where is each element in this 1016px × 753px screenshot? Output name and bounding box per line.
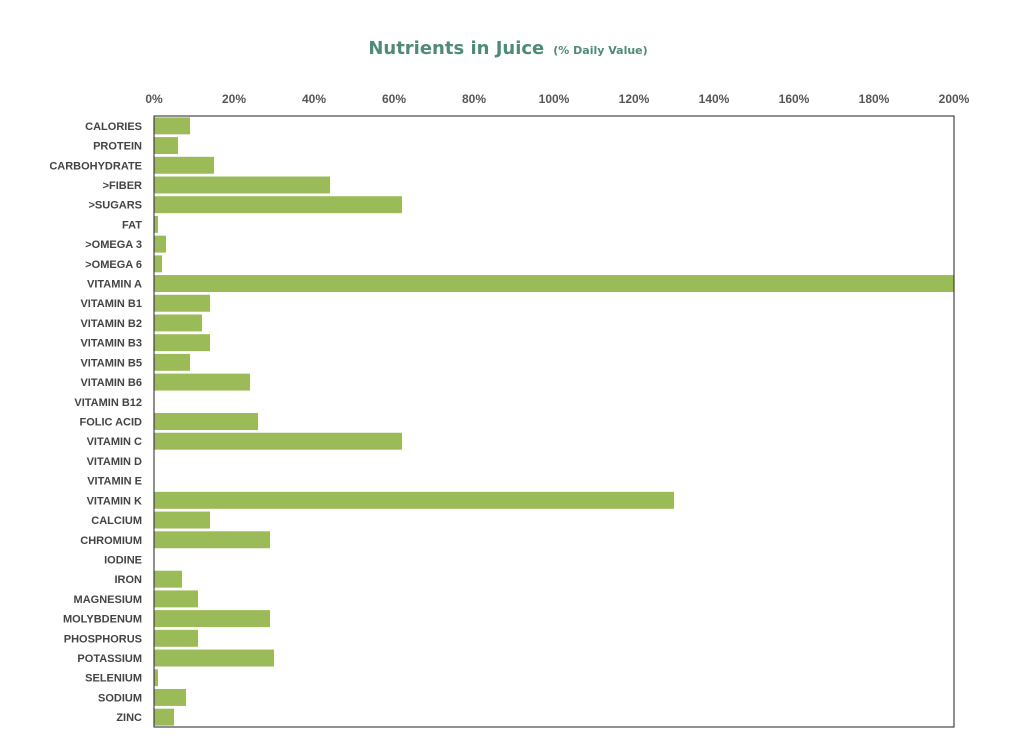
category-label: VITAMIN B6 [80,377,142,389]
chart-title-sub: (% Daily Value) [553,44,647,57]
category-label: CALCIUM [91,515,142,527]
category-label: MOLYBDENUM [63,614,142,626]
bar [154,235,166,253]
bar [154,314,202,332]
bar [154,708,174,726]
category-label: VITAMIN B1 [80,298,142,310]
x-tick-label: 0% [145,92,163,106]
x-tick-label: 20% [222,92,246,106]
bar [154,649,274,667]
category-label: IODINE [104,554,142,566]
category-label: PROTEIN [93,141,142,153]
bar [154,117,190,135]
bar [154,176,330,194]
category-label: POTASSIUM [77,653,142,665]
bars-group [154,117,954,726]
bar [154,570,182,588]
bar [154,137,178,155]
category-label: VITAMIN B5 [80,357,142,369]
bar [154,373,250,391]
x-tick-label: 100% [539,92,570,106]
category-label: >OMEGA 3 [85,239,142,251]
bar [154,196,402,214]
bar [154,215,158,233]
y-axis-category-labels: CALORIES PROTEIN CARBOHYDRATE >FIBER >SUGARS… [49,121,142,724]
category-label: FAT [122,219,142,231]
category-label: >FIBER [103,180,142,192]
bar [154,688,186,706]
category-label: MAGNESIUM [74,594,142,606]
category-label: FOLIC ACID [79,417,142,429]
category-label: CALORIES [85,121,142,133]
x-tick-label: 200% [939,92,970,106]
bar [154,629,198,647]
bar [154,610,270,628]
category-label: VITAMIN E [87,476,142,488]
category-label: CHROMIUM [80,535,142,547]
bar [154,255,162,273]
category-label: IRON [115,574,143,586]
category-label: PHOSPHORUS [64,633,142,645]
category-label: SELENIUM [85,673,142,685]
category-label: CARBOHYDRATE [49,160,142,172]
category-label: >SUGARS [89,200,143,212]
category-label: SODIUM [98,692,142,704]
bar [154,590,198,608]
chart-title-main: Nutrients in Juice [368,38,544,59]
category-label: VITAMIN A [87,279,142,291]
x-tick-label: 140% [699,92,730,106]
bar [154,413,258,430]
x-tick-label: 180% [859,92,890,106]
bar [154,669,158,687]
category-label: VITAMIN C [87,436,142,448]
bar [154,531,270,549]
category-label: VITAMIN B2 [80,318,142,330]
chart-title: Nutrients in Juice (% Daily Value) [368,38,647,59]
x-axis-ticks: 0% 20% 40% 60% 80% 100% 120% 140% 160% 180% 200% [145,92,969,106]
category-label: VITAMIN K [87,495,142,507]
x-tick-label: 80% [462,92,486,106]
bar [154,294,210,312]
x-tick-label: 60% [382,92,406,106]
bar [154,511,210,529]
bar [154,491,674,509]
bar [154,275,954,293]
bar [154,156,214,174]
bar [154,334,210,352]
category-label: VITAMIN B12 [74,397,142,409]
x-tick-label: 120% [619,92,650,106]
bar [154,432,402,450]
x-tick-label: 40% [302,92,326,106]
category-label: VITAMIN B3 [80,338,142,350]
plot-area-frame [153,115,955,728]
x-tick-label: 160% [779,92,810,106]
bar [154,353,190,371]
category-label: VITAMIN D [87,456,142,468]
category-label: ZINC [116,712,142,724]
category-label: >OMEGA 6 [85,259,142,271]
